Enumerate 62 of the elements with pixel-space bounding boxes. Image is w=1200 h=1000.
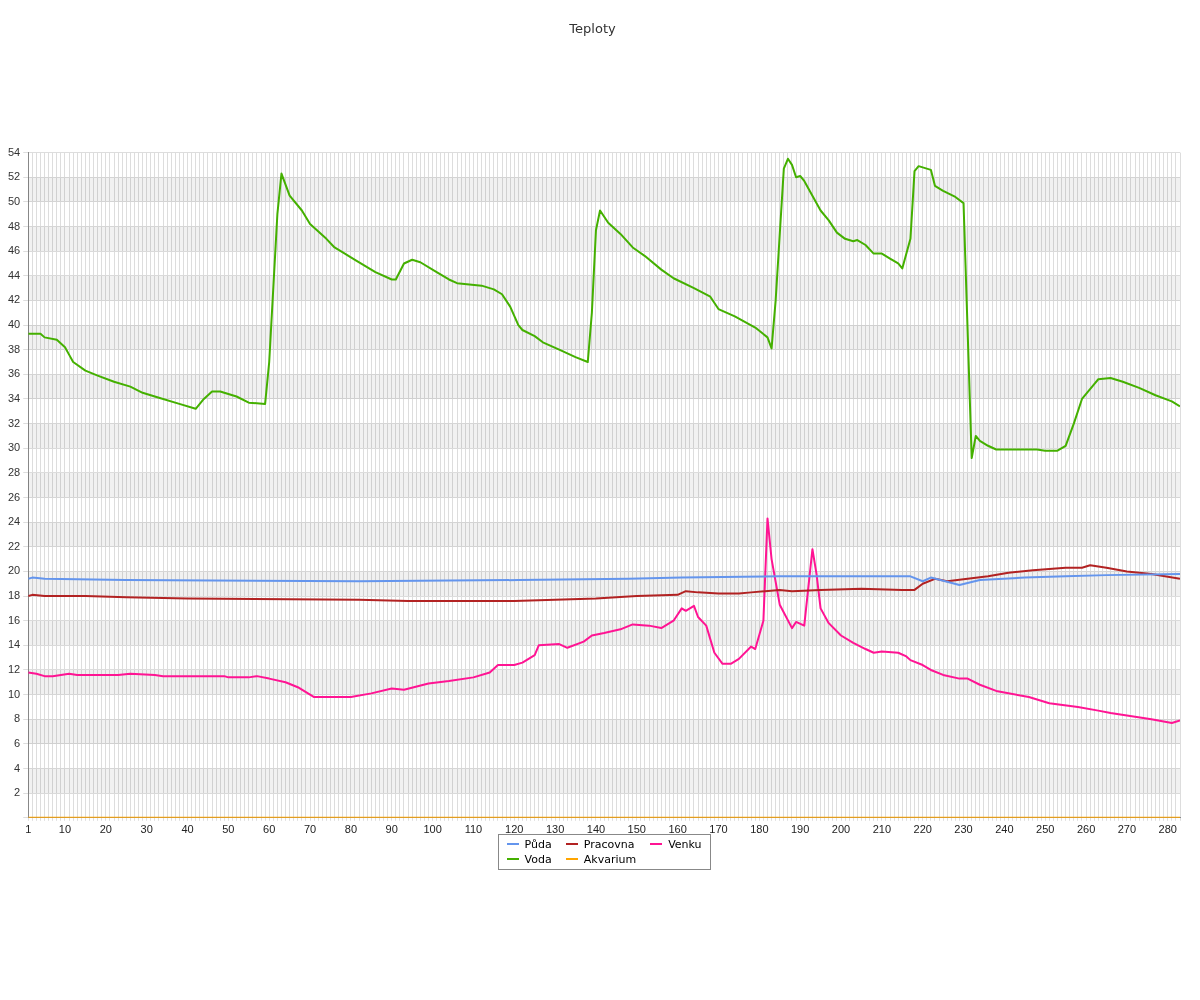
legend-label: Půda [524, 837, 552, 851]
x-tick-label: 110 [464, 823, 483, 836]
y-tick-label: 4 [14, 761, 21, 774]
y-tick-label: 36 [7, 367, 21, 380]
y-tick-label: 24 [7, 515, 21, 528]
x-tick-label: 150 [627, 823, 646, 836]
y-tick-label: 34 [7, 392, 21, 404]
y-tick-label: 20 [7, 564, 21, 577]
x-tick-label: 260 [1076, 823, 1096, 836]
y-tick-label: 54 [7, 145, 21, 158]
y-tick-label: 52 [7, 170, 21, 183]
y-tick-label: 48 [7, 219, 21, 232]
legend-label: Voda [524, 852, 552, 866]
x-tick-label: 280 [1158, 823, 1177, 836]
y-tick-label: 2 [14, 786, 21, 799]
x-tick-label: 70 [303, 823, 317, 836]
x-tick-label: 20 [99, 823, 112, 836]
y-tick-label: 6 [14, 736, 21, 749]
y-tick-label: 16 [7, 613, 21, 626]
chart-title: Teploty [568, 21, 616, 37]
x-tick-label: 60 [263, 823, 276, 836]
y-tick-label: 12 [7, 663, 21, 676]
legend-label: Pracovna [583, 837, 635, 851]
y-tick-label: 40 [7, 318, 21, 331]
legend-label: Akvarium [583, 852, 637, 866]
y-tick-label: 38 [7, 342, 21, 355]
x-tick-label: 1 [25, 823, 32, 836]
legend-label: Venku [668, 837, 702, 851]
x-tick-label: 270 [1117, 823, 1137, 836]
y-tick-label: 28 [7, 465, 21, 478]
x-tick-label: 120 [505, 823, 524, 836]
y-tick-label: 46 [7, 244, 21, 257]
y-tick-label: 14 [7, 638, 21, 651]
x-tick-label: 240 [995, 823, 1014, 836]
y-tick-label: 50 [7, 194, 21, 207]
x-tick-label: 250 [1036, 823, 1055, 836]
y-tick-label: 8 [14, 712, 21, 725]
y-tick-label: 32 [7, 416, 21, 429]
y-tick-label: 10 [7, 687, 21, 700]
x-tick-label: 180 [750, 823, 769, 836]
x-tick-label: 230 [954, 823, 973, 836]
y-tick-label: 26 [7, 490, 21, 503]
y-tick-label: 42 [7, 293, 21, 306]
x-tick-label: 30 [140, 823, 153, 836]
x-tick-label: 40 [181, 823, 194, 836]
x-tick-label: 170 [709, 823, 728, 836]
x-tick-label: 200 [831, 823, 851, 836]
y-tick-label: 30 [7, 441, 21, 454]
x-tick-label: 80 [344, 823, 358, 836]
x-tick-label: 160 [668, 823, 687, 836]
y-tick-label: 18 [7, 589, 21, 602]
y-tick-label: 44 [7, 268, 21, 281]
x-tick-label: 190 [790, 823, 810, 836]
x-tick-label: 220 [913, 823, 932, 836]
x-tick-label: 100 [423, 823, 442, 836]
x-tick-label: 210 [872, 823, 892, 836]
y-tick-label: 22 [7, 539, 21, 552]
x-tick-label: 140 [586, 823, 606, 836]
x-tick-label: 90 [385, 823, 398, 836]
x-tick-label: 10 [58, 823, 72, 836]
x-tick-label: 50 [222, 823, 235, 836]
x-tick-label: 130 [545, 823, 565, 836]
